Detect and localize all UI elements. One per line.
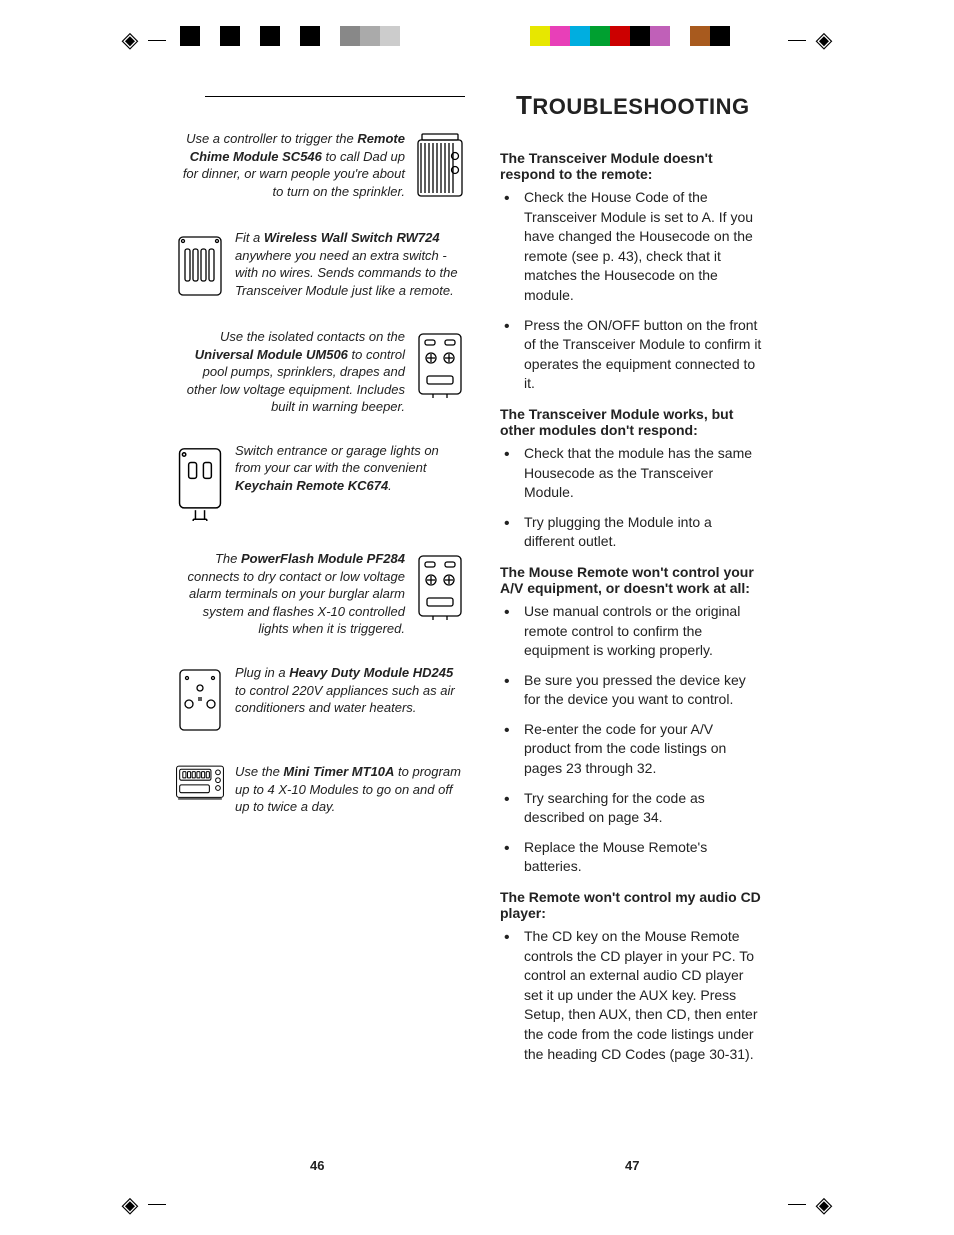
trouble-list: Use manual controls or the original remo…: [500, 602, 762, 877]
trouble-item: The CD key on the Mouse Remote controls …: [500, 927, 762, 1064]
switch-icon: [175, 229, 225, 302]
product-text: Plug in a Heavy Duty Module HD245 to con…: [235, 664, 465, 737]
product-text: Use the isolated contacts on the Univers…: [175, 328, 405, 416]
trouble-heading: The Transceiver Module works, but other …: [500, 406, 762, 438]
trouble-list: Check that the module has the same House…: [500, 444, 762, 552]
left-page-rule: [205, 96, 465, 97]
product-entry: Switch entrance or garage lights on from…: [175, 442, 465, 525]
crop-tick-br: [788, 1204, 806, 1205]
product-text: The PowerFlash Module PF284 connects to …: [175, 550, 405, 638]
trouble-item: Try searching for the code as described …: [500, 789, 762, 828]
keychain-icon: [175, 442, 225, 525]
chime-icon: [415, 130, 465, 203]
product-text: Use a controller to trigger the Remote C…: [175, 130, 405, 203]
registration-mark-br: [812, 1193, 836, 1217]
registration-mark-tr: [812, 28, 836, 52]
crop-tick-bl: [148, 1204, 166, 1205]
trouble-heading: The Transceiver Module doesn't respond t…: [500, 150, 762, 182]
registration-mark-tl: [118, 28, 142, 52]
heavyduty-icon: [175, 664, 225, 737]
trouble-item: Be sure you pressed the device key for t…: [500, 671, 762, 710]
product-entry: Use the isolated contacts on the Univers…: [175, 328, 465, 416]
trouble-heading: The Remote won't control my audio CD pla…: [500, 889, 762, 921]
page-number-left: 46: [310, 1158, 324, 1173]
timer-icon: [175, 763, 225, 816]
product-text: Switch entrance or garage lights on from…: [235, 442, 465, 525]
crop-tick-tl: [148, 40, 166, 41]
print-calibration-bar-right: [510, 26, 750, 46]
product-entry: The PowerFlash Module PF284 connects to …: [175, 550, 465, 638]
product-text: Fit a Wireless Wall Switch RW724 anywher…: [235, 229, 465, 302]
product-text: Use the Mini Timer MT10A to program up t…: [235, 763, 465, 816]
heading-wrap: Troubleshooting: [500, 90, 759, 121]
trouble-list: Check the House Code of the Transceiver …: [500, 188, 762, 394]
trouble-item: Replace the Mouse Remote's batteries.: [500, 838, 762, 877]
universal-icon: [415, 328, 465, 416]
trouble-list: The CD key on the Mouse Remote controls …: [500, 927, 762, 1064]
page-number-right: 47: [625, 1158, 639, 1173]
trouble-heading: The Mouse Remote won't control your A/V …: [500, 564, 762, 596]
product-entry: Use a controller to trigger the Remote C…: [175, 130, 465, 203]
trouble-item: Use manual controls or the original remo…: [500, 602, 762, 661]
registration-mark-bl: [118, 1193, 142, 1217]
product-entry: Plug in a Heavy Duty Module HD245 to con…: [175, 664, 465, 737]
trouble-item: Press the ON/OFF button on the front of …: [500, 316, 762, 394]
right-column: The Transceiver Module doesn't respond t…: [500, 150, 762, 1074]
page-title: Troubleshooting: [516, 90, 750, 121]
trouble-item: Check the House Code of the Transceiver …: [500, 188, 762, 306]
left-column: Use a controller to trigger the Remote C…: [175, 130, 465, 842]
trouble-item: Try plugging the Module into a different…: [500, 513, 762, 552]
powerflash-icon: [415, 550, 465, 638]
trouble-item: Re-enter the code for your A/V product f…: [500, 720, 762, 779]
trouble-item: Check that the module has the same House…: [500, 444, 762, 503]
product-entry: Use the Mini Timer MT10A to program up t…: [175, 763, 465, 816]
crop-tick-tr: [788, 40, 806, 41]
print-calibration-bar-left: [180, 26, 400, 46]
product-entry: Fit a Wireless Wall Switch RW724 anywher…: [175, 229, 465, 302]
